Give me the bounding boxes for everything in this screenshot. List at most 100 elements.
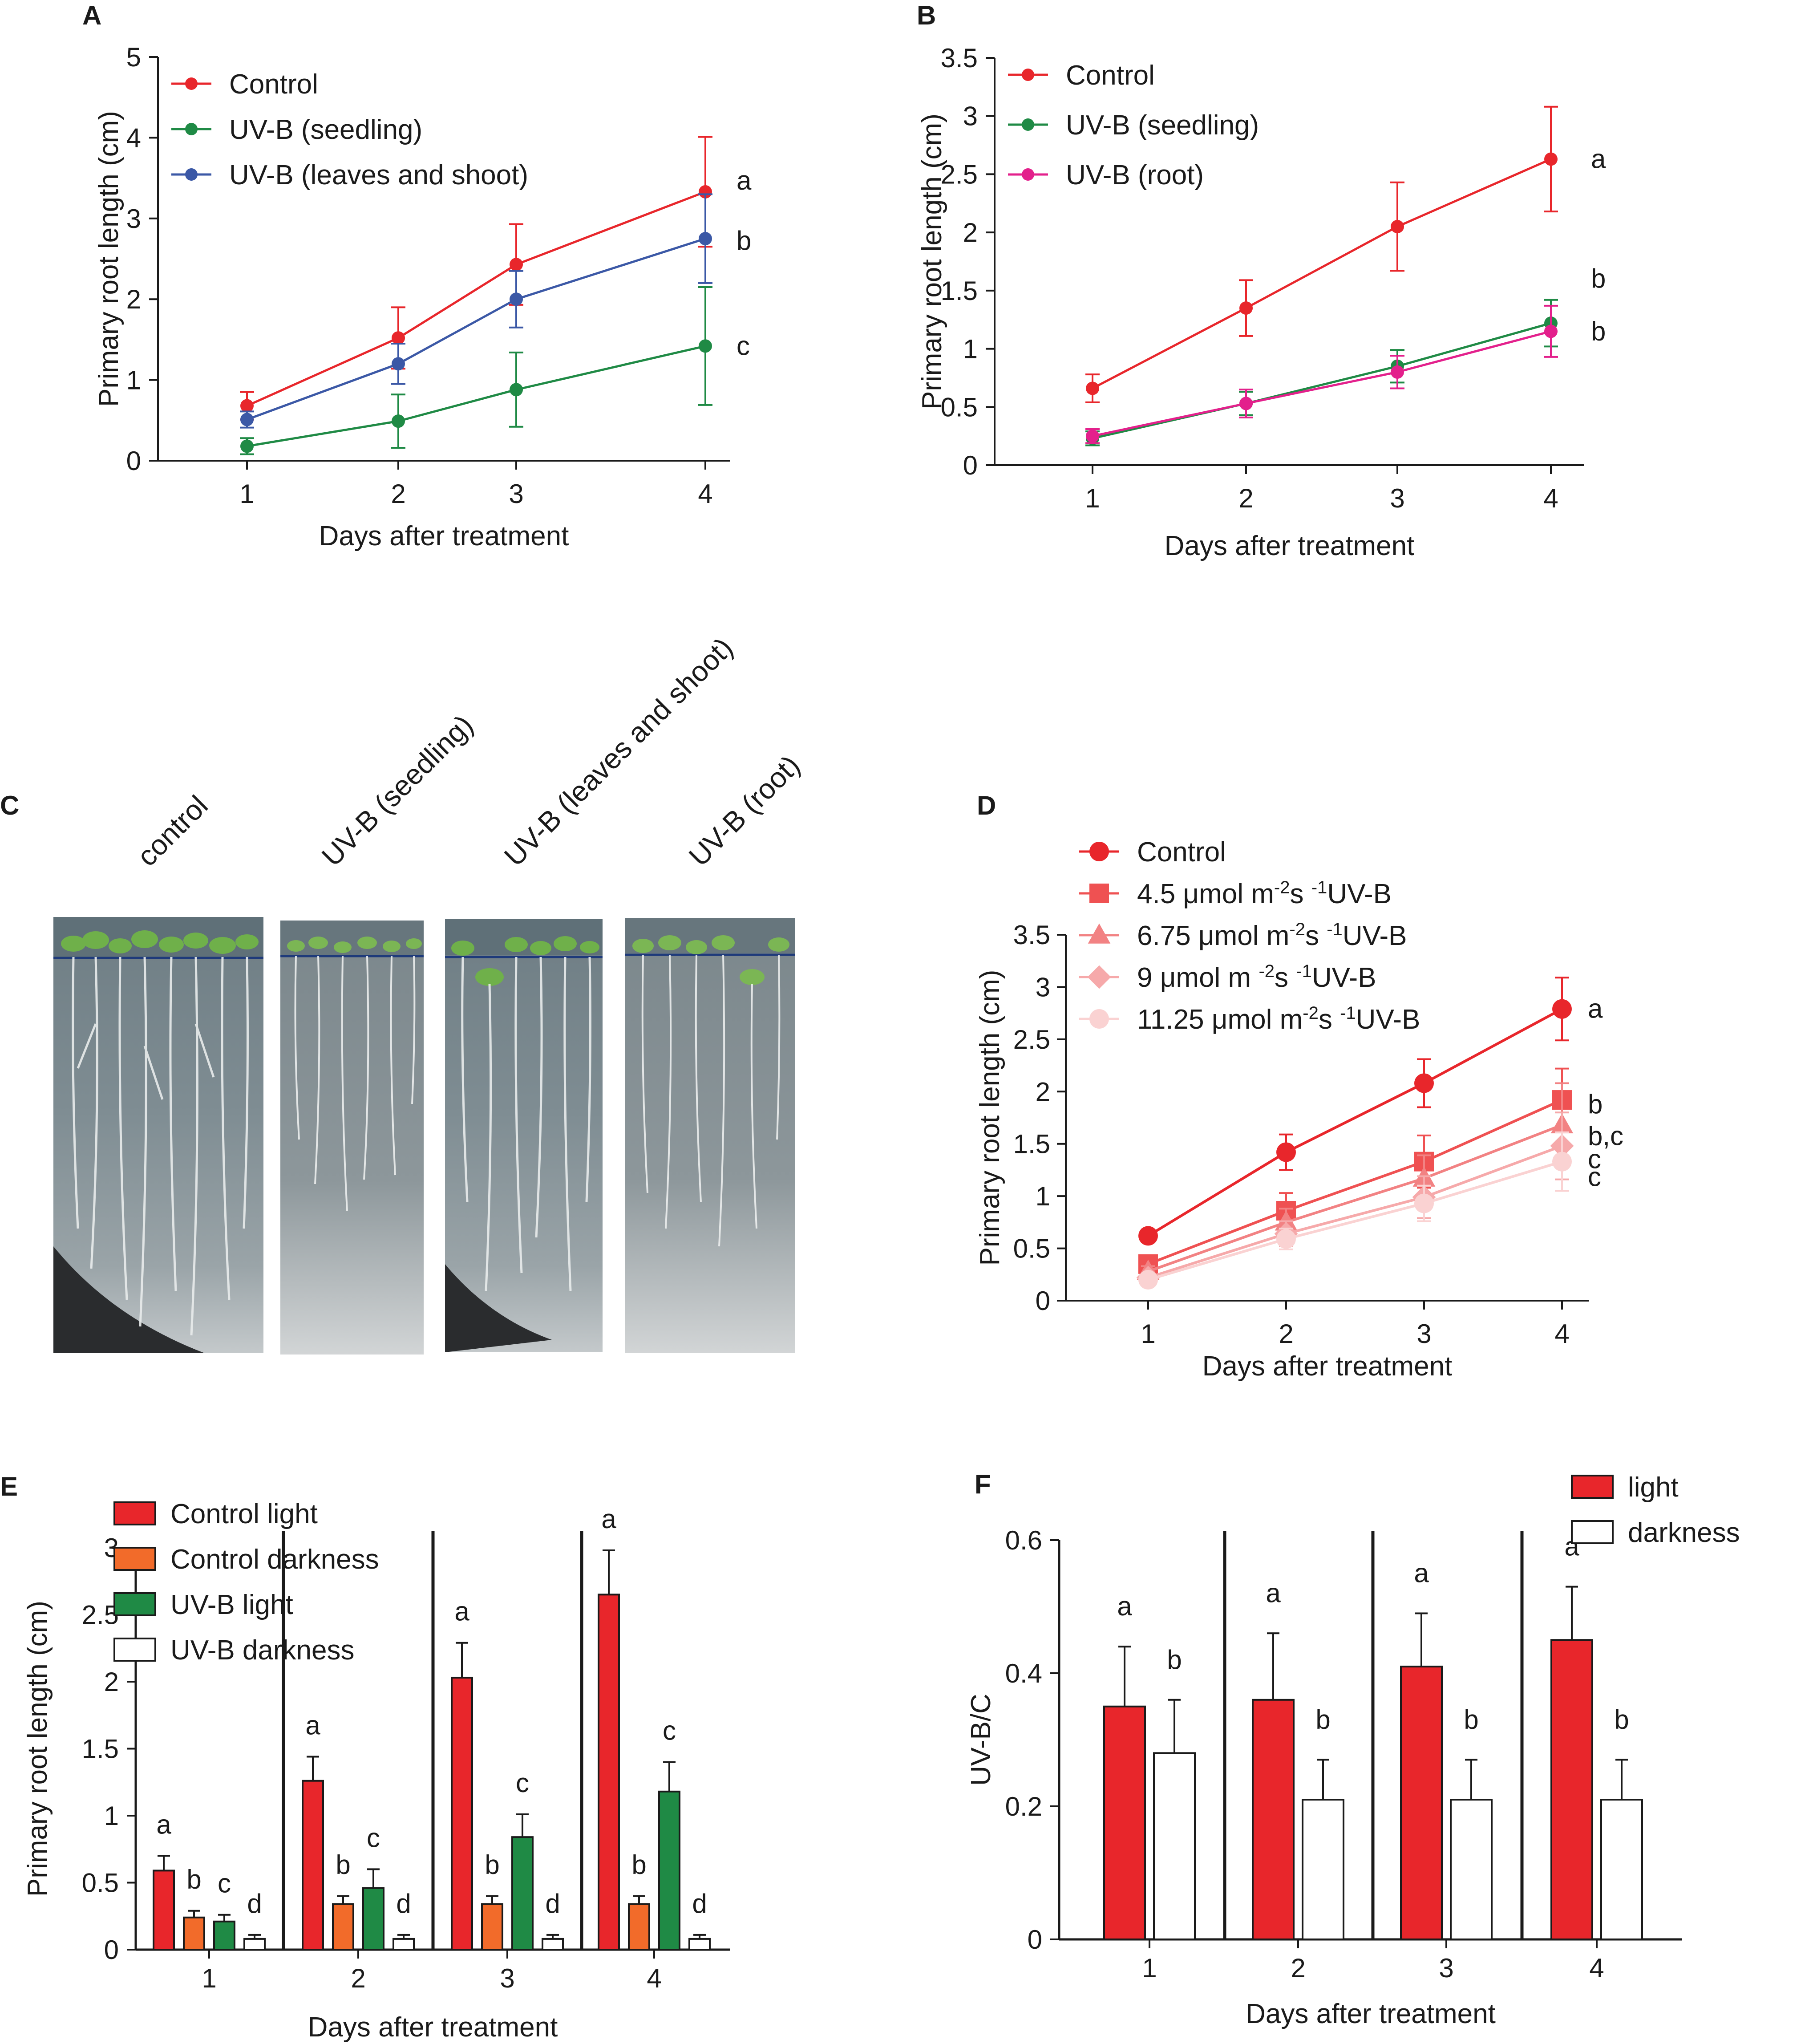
y-tick-label: 0.4 — [1005, 1659, 1042, 1688]
y-tick-label: 2 — [104, 1667, 119, 1697]
data-point — [1276, 1229, 1296, 1249]
legend-label-part: 9 μmol m — [1137, 962, 1259, 993]
legend-marker — [1022, 168, 1034, 181]
legend-label: UV-B light — [170, 1590, 293, 1620]
data-point — [510, 383, 523, 397]
x-tick-label: 3 — [1390, 483, 1404, 513]
data-point — [1239, 397, 1253, 410]
significance-letter: c — [516, 1768, 529, 1798]
bar — [1450, 1799, 1493, 1941]
data-point — [1414, 1193, 1434, 1213]
bar — [1103, 1705, 1146, 1940]
y-tick-label: 5 — [126, 42, 141, 72]
significance-letter: b — [186, 1865, 201, 1894]
x-tick-label: 1 — [1142, 1953, 1157, 1983]
x-axis-title: Days after treatment — [1165, 531, 1415, 561]
legend-label: 6.75 μmol m-2s -1UV-B — [1137, 920, 1407, 951]
data-point — [392, 331, 405, 345]
y-axis-title: Primary root length (cm) — [93, 111, 124, 407]
legend-label: Control — [1137, 837, 1226, 868]
data-point — [1138, 1270, 1158, 1290]
legend-marker — [1089, 1009, 1109, 1029]
x-tick-label: 2 — [1238, 483, 1253, 513]
y-tick-label: 0.2 — [1005, 1792, 1042, 1821]
legend-label-part: -2 — [1274, 878, 1290, 897]
panel-b-chart: B 0 0.5 1 1.5 2 2.5 3 3.5 1 2 3 4 Days after treatmen… — [917, 0, 1606, 561]
legend-label: UV-B (leaves and shoot) — [229, 160, 528, 191]
legend-label-part: UV-B — [1343, 921, 1407, 951]
significance-letter: c — [663, 1716, 676, 1746]
significance-letter: d — [692, 1889, 707, 1918]
seedling-photo-uvb-leaves-shoot — [445, 919, 603, 1352]
significance-letter: a — [1591, 144, 1606, 174]
legend-label-part: -1 — [1340, 1003, 1356, 1023]
data-point — [1544, 324, 1558, 338]
x-tick-label: 1 — [1141, 1319, 1155, 1349]
data-point — [1414, 1073, 1434, 1093]
photo-caption-control: control — [131, 789, 214, 872]
legend-label: Control — [1066, 60, 1155, 91]
legend-marker — [1087, 965, 1111, 989]
bar — [1600, 1799, 1643, 1941]
data-point — [1544, 152, 1558, 166]
legend-label: Control — [229, 69, 318, 100]
data-point — [392, 357, 405, 371]
legend-label: 4.5 μmol m-2s -1UV-B — [1137, 878, 1392, 909]
bar — [658, 1790, 680, 1951]
series-line — [1147, 1008, 1563, 1237]
x-tick-label: 4 — [1589, 1953, 1604, 1983]
y-tick-label: 2.5 — [82, 1600, 119, 1630]
legend-label-part: UV-B — [1356, 1004, 1420, 1035]
data-point — [240, 413, 254, 426]
legend-marker — [1089, 842, 1109, 861]
significance-letter: d — [247, 1889, 262, 1918]
y-tick-label: 2 — [126, 284, 141, 314]
y-tick-label: 2.5 — [1013, 1025, 1050, 1054]
bar — [511, 1836, 534, 1951]
significance-letter: b — [1464, 1704, 1478, 1734]
y-axis-title: UV-B/C — [966, 1694, 996, 1786]
series-line — [1092, 158, 1552, 389]
bar — [481, 1903, 503, 1951]
legend-marker — [185, 168, 198, 181]
y-axis-title: Primary root length (cm) — [22, 1601, 53, 1897]
bar — [1550, 1639, 1593, 1940]
photo-caption-root: UV-B (root) — [683, 749, 806, 872]
legend-swatch — [113, 1638, 156, 1662]
bar — [688, 1938, 711, 1951]
bar — [1252, 1699, 1295, 1941]
x-tick-label: 4 — [1554, 1319, 1569, 1349]
y-tick-label: 0.5 — [82, 1868, 119, 1898]
significance-letter: a — [601, 1504, 616, 1534]
data-point — [240, 439, 254, 453]
significance-letter: b — [336, 1850, 350, 1880]
legend-label-part: 11.25 μmol m — [1137, 1004, 1303, 1035]
x-axis-title: Days after treatment — [1246, 1999, 1496, 2029]
data-point — [1391, 220, 1404, 234]
bar — [362, 1887, 384, 1951]
legend-label-part: 6.75 μmol m — [1137, 921, 1289, 951]
significance-letter: a — [156, 1809, 171, 1839]
data-point — [699, 185, 712, 199]
panel-c-photo: C control UV-B (seedling) UV-B (leaves a… — [0, 631, 806, 1355]
significance-letter: b — [1588, 1089, 1603, 1119]
significance-letter: c — [737, 331, 750, 361]
y-tick-label: 1.5 — [82, 1734, 119, 1764]
y-tick-label: 3 — [963, 101, 978, 131]
y-tick-label: 4 — [126, 123, 141, 153]
data-point — [1552, 999, 1572, 1019]
x-axis-title: Days after treatment — [319, 521, 569, 552]
legend-label-part: 4.5 μmol m — [1137, 879, 1274, 909]
x-tick-label: 2 — [351, 1963, 365, 1993]
x-tick-label: 1 — [1085, 483, 1100, 513]
significance-letter: c — [367, 1823, 380, 1853]
legend-marker — [1088, 923, 1111, 944]
significance-letter: a — [737, 166, 752, 195]
legend-swatch — [113, 1592, 156, 1616]
y-tick-label: 2 — [963, 218, 978, 247]
series-line — [1148, 1160, 1562, 1281]
panel-b-label: B — [917, 0, 936, 30]
x-tick-label: 1 — [202, 1963, 216, 1993]
x-tick-label: 3 — [500, 1963, 514, 1993]
